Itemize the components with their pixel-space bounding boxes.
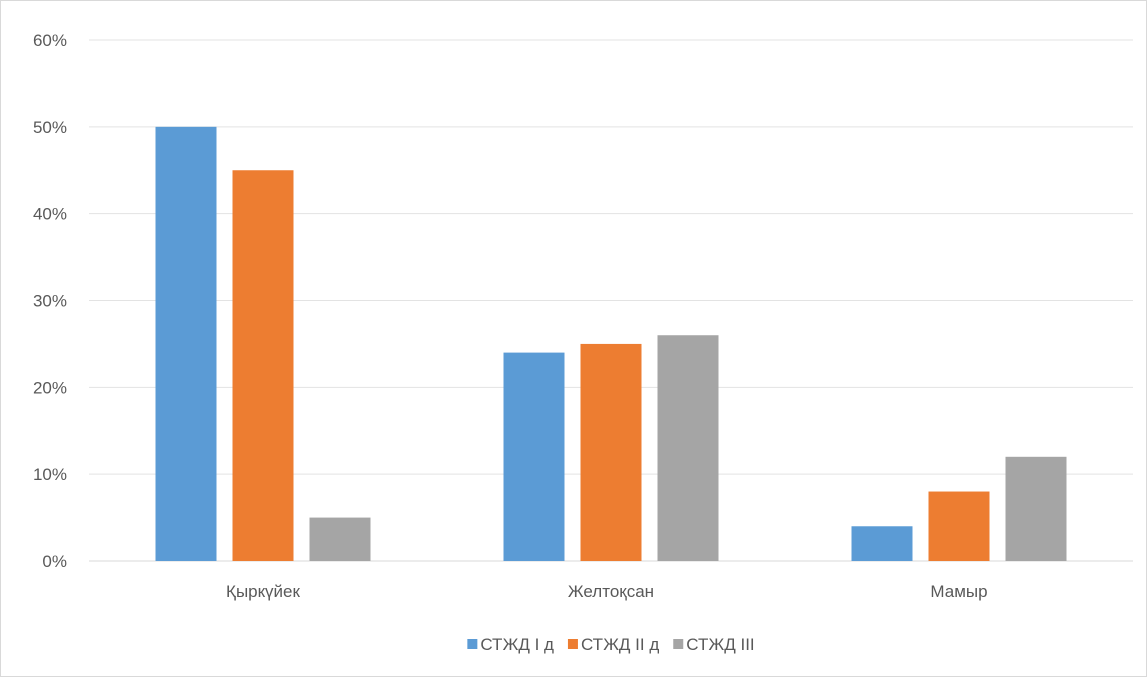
y-tick-label: 60% [33, 31, 67, 50]
x-tick-label: Желтоқсан [568, 582, 654, 601]
bar-3-1 [309, 517, 371, 561]
bar-3-2 [657, 335, 719, 561]
bar-3-3 [1005, 456, 1067, 561]
bar-2-1 [232, 170, 294, 561]
y-tick-label: 20% [33, 378, 67, 397]
legend: СТЖД I д СТЖД II д СТЖД III [467, 635, 755, 654]
legend-label: СТЖД III [686, 635, 754, 654]
x-tick-label: Қыркүйек [226, 582, 300, 601]
y-tick-label: 50% [33, 118, 67, 137]
x-tick-label: Мамыр [930, 582, 987, 601]
bars [155, 126, 1067, 561]
y-tick-label: 0% [42, 552, 67, 571]
bar-2-2 [580, 343, 642, 561]
y-tick-label: 30% [33, 292, 67, 311]
legend-swatch [467, 639, 478, 649]
legend-label: СТЖД I д [480, 635, 554, 654]
legend-item: СТЖД I д [467, 635, 554, 654]
bar-1-3 [851, 526, 913, 561]
legend-item: СТЖД III [673, 635, 755, 654]
x-axis: Қыркүйек Желтоқсан Мамыр [226, 582, 988, 601]
legend-swatch [673, 639, 684, 649]
legend-label: СТЖД II д [581, 635, 659, 654]
y-axis-tick-labels: 0% 10% 20% 30% 40% 50% 60% [33, 31, 67, 571]
legend-swatch [567, 639, 578, 649]
bar-1-1 [155, 126, 217, 561]
bar-2-3 [928, 491, 990, 561]
y-tick-label: 40% [33, 205, 67, 224]
legend-item: СТЖД II д [567, 635, 659, 654]
y-tick-label: 10% [33, 465, 67, 484]
bar-1-2 [503, 352, 565, 561]
